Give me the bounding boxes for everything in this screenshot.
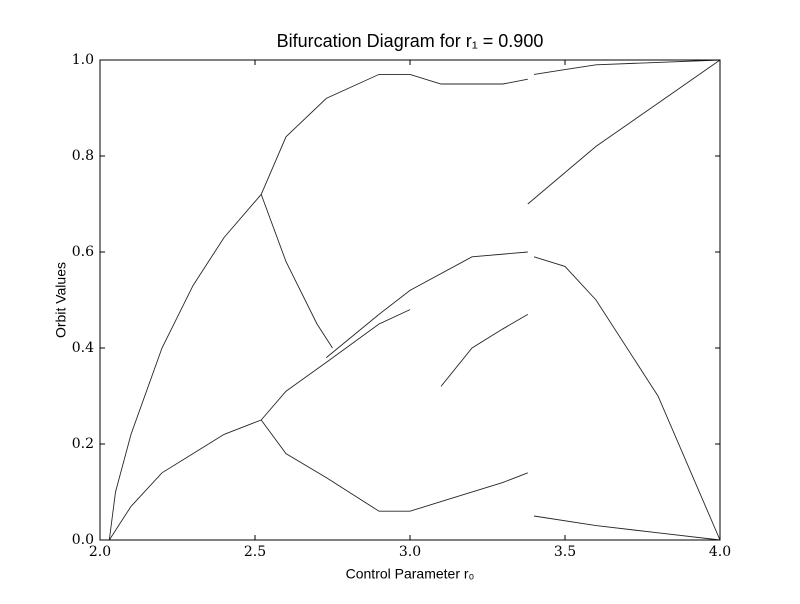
y-tick-label: 0.2 [72,436,94,452]
branch-line [260,73,528,195]
branch-line [260,309,411,421]
y-tick-label: 0.0 [72,532,94,548]
y-tick-label: 0.6 [72,244,94,260]
x-axis-label: Control Parameter r₀ [346,566,475,582]
x-tick-label: 2.5 [244,544,266,560]
branch-line [440,314,529,387]
branch-line [108,419,262,541]
y-tick-label: 0.4 [72,340,94,356]
y-tick-label: 1.0 [72,52,94,68]
x-tick-label: 2.0 [89,544,111,560]
branch-line [108,194,262,541]
y-axis-label: Orbit Values [53,262,69,338]
x-tick-label: 3.0 [399,544,421,560]
branch-line [533,256,721,541]
chart-title: Bifurcation Diagram for r₁ = 0.900 [277,31,544,51]
y-tick-label: 0.8 [72,148,94,164]
branch-line [260,419,528,512]
branch-line [326,251,528,358]
branch-line [260,194,333,349]
branch-line [533,515,721,541]
branch-line [527,59,721,205]
x-tick-label: 4.0 [709,544,731,560]
x-tick-label: 3.5 [554,544,576,560]
branch-line [533,59,721,75]
